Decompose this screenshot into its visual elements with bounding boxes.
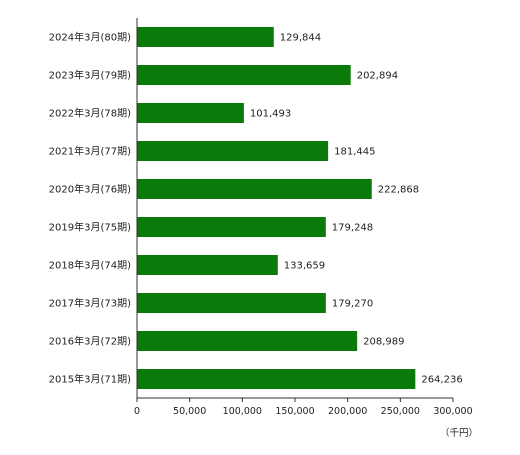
bar bbox=[137, 179, 372, 199]
x-tick-label: 200,000 bbox=[328, 406, 367, 417]
bar-value-label: 264,236 bbox=[421, 375, 462, 386]
bar-value-label: 101,493 bbox=[250, 109, 291, 120]
category-label: 2018年3月(74期) bbox=[49, 259, 131, 272]
bar-value-label: 222,868 bbox=[378, 185, 419, 196]
bar bbox=[137, 255, 278, 275]
x-tick-label: 100,000 bbox=[223, 406, 262, 417]
bar bbox=[137, 217, 326, 237]
bar-value-label: 129,844 bbox=[280, 33, 321, 44]
x-tick-label: 300,000 bbox=[433, 406, 472, 417]
category-label: 2021年3月(77期) bbox=[49, 145, 131, 158]
x-tick-label: 150,000 bbox=[275, 406, 314, 417]
category-label: 2022年3月(78期) bbox=[49, 107, 131, 120]
bar-value-label: 202,894 bbox=[357, 71, 398, 82]
bar bbox=[137, 103, 244, 123]
unit-label: （千円） bbox=[440, 427, 478, 439]
bars bbox=[137, 27, 416, 389]
category-label: 2015年3月(71期) bbox=[49, 373, 131, 386]
category-label: 2016年3月(72期) bbox=[49, 335, 131, 348]
x-axis-ticks: 0 50,000 100,000 150,000 200,000 250,000 300,0… bbox=[134, 398, 473, 417]
category-label: 2017年3月(73期) bbox=[49, 297, 131, 310]
bar-value-label: 133,659 bbox=[284, 261, 325, 272]
bar-value-label: 181,445 bbox=[334, 147, 375, 158]
bar bbox=[137, 293, 326, 313]
bar-value-label: 179,270 bbox=[332, 299, 373, 310]
category-label: 2023年3月(79期) bbox=[49, 69, 131, 82]
x-tick-label: 0 bbox=[134, 406, 140, 417]
bar bbox=[137, 369, 416, 389]
category-label: 2019年3月(75期) bbox=[49, 221, 131, 234]
category-label: 2024年3月(80期) bbox=[49, 31, 131, 44]
x-tick-label: 250,000 bbox=[381, 406, 420, 417]
value-labels: 129,844 202,894 101,493 181,445 222,868 179,2… bbox=[250, 33, 463, 386]
bar bbox=[137, 65, 351, 85]
x-tick-label: 50,000 bbox=[173, 406, 206, 417]
category-label: 2020年3月(76期) bbox=[49, 183, 131, 196]
bar-value-label: 179,248 bbox=[332, 223, 373, 234]
category-labels: 2024年3月(80期) 2023年3月(79期) 2022年3月(78期) 2021… bbox=[49, 31, 131, 386]
bar bbox=[137, 331, 358, 351]
bar bbox=[137, 27, 274, 47]
bar-value-label: 208,989 bbox=[363, 337, 404, 348]
bar bbox=[137, 141, 329, 161]
